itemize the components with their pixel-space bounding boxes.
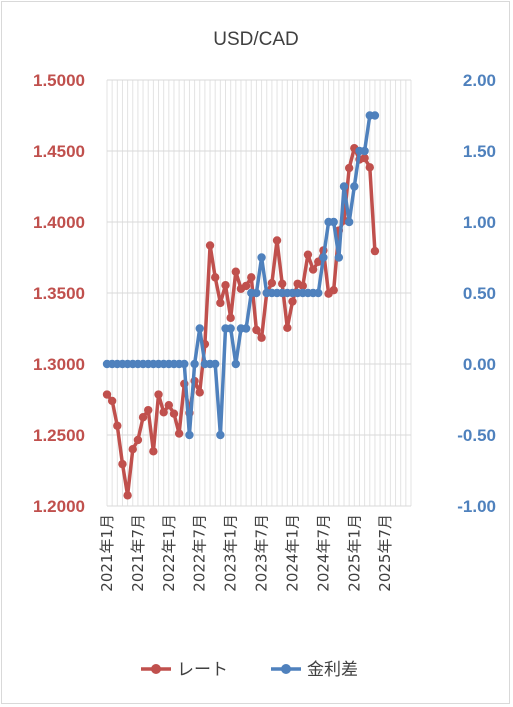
data-point bbox=[252, 288, 261, 298]
left-axis-tick-label: 1.4000 bbox=[33, 213, 85, 232]
right-axis-ticks: -1.00 -0.50 0.00 0.50 1.00 1.50 2.00 bbox=[457, 71, 496, 516]
data-point bbox=[344, 163, 354, 173]
data-point bbox=[339, 182, 349, 191]
data-point bbox=[123, 491, 132, 500]
data-point bbox=[195, 388, 204, 397]
left-axis-tick-label: 1.4500 bbox=[33, 142, 85, 161]
legend-label: 金利差 bbox=[307, 660, 358, 680]
left-axis-tick-label: 1.3500 bbox=[33, 284, 85, 303]
data-point bbox=[267, 278, 277, 288]
data-point bbox=[370, 111, 380, 120]
right-axis-tick-label: 0.50 bbox=[463, 284, 496, 303]
x-axis-tick-label: 2025年7月 bbox=[376, 514, 394, 592]
right-axis-tick-label: 0.00 bbox=[463, 355, 496, 374]
series-layer bbox=[102, 111, 380, 500]
data-point bbox=[329, 285, 338, 295]
x-axis-ticks: 2021年1月 2021年7月 2022年1月 2022年7月 2023年1月 2023年… bbox=[98, 514, 394, 592]
data-point bbox=[252, 325, 261, 335]
data-point bbox=[257, 253, 266, 262]
data-point bbox=[113, 421, 122, 430]
left-axis-tick-label: 1.2500 bbox=[33, 426, 85, 445]
legend-swatch-marker bbox=[151, 664, 161, 674]
x-axis-tick-label: 2023年1月 bbox=[222, 514, 240, 592]
data-point bbox=[216, 430, 225, 440]
data-point bbox=[164, 400, 174, 410]
left-axis-tick-label: 1.5000 bbox=[33, 71, 85, 90]
x-axis-tick-label: 2022年7月 bbox=[191, 514, 209, 592]
right-axis-tick-label: 1.50 bbox=[463, 142, 496, 161]
right-axis-tick-label: -0.50 bbox=[457, 426, 496, 445]
data-point bbox=[303, 250, 313, 259]
data-point bbox=[360, 153, 369, 163]
legend-label: レート bbox=[177, 660, 228, 680]
legend: レート 金利差 bbox=[141, 660, 358, 680]
data-point bbox=[216, 298, 225, 308]
data-point bbox=[298, 281, 307, 291]
data-point bbox=[180, 359, 189, 369]
data-point bbox=[159, 408, 168, 417]
data-point bbox=[370, 246, 380, 256]
data-point bbox=[360, 146, 369, 156]
data-point bbox=[226, 324, 235, 333]
data-point bbox=[334, 253, 344, 262]
data-point bbox=[133, 435, 143, 445]
data-point bbox=[241, 281, 251, 291]
left-axis-ticks: 1.2000 1.2500 1.3000 1.3500 1.4000 1.4500 1.50… bbox=[33, 71, 85, 516]
data-point bbox=[344, 217, 354, 227]
right-axis-tick-label: 2.00 bbox=[463, 71, 496, 90]
right-axis-tick-label: -1.00 bbox=[457, 497, 496, 516]
x-axis-tick-label: 2021年7月 bbox=[129, 514, 147, 592]
data-point bbox=[138, 413, 148, 422]
data-point bbox=[211, 273, 220, 282]
left-axis-tick-label: 1.2000 bbox=[33, 497, 85, 516]
x-axis-tick-label: 2022年1月 bbox=[160, 514, 178, 592]
data-point bbox=[195, 324, 204, 333]
data-point bbox=[319, 253, 328, 262]
x-axis-tick-label: 2025年1月 bbox=[345, 514, 363, 592]
data-point bbox=[211, 359, 220, 369]
x-axis-tick-label: 2021年1月 bbox=[98, 514, 116, 592]
chart-title: USD/CAD bbox=[213, 29, 299, 50]
data-point bbox=[308, 265, 318, 274]
data-point bbox=[174, 429, 184, 438]
data-point bbox=[154, 390, 163, 399]
data-point bbox=[190, 359, 199, 369]
data-point bbox=[257, 333, 266, 342]
data-point bbox=[365, 163, 374, 172]
left-axis-tick-label: 1.3000 bbox=[33, 355, 85, 374]
x-axis-tick-label: 2024年7月 bbox=[314, 514, 332, 592]
x-axis-tick-label: 2023年7月 bbox=[253, 514, 271, 592]
data-point bbox=[144, 405, 153, 415]
data-point bbox=[350, 182, 359, 191]
data-point bbox=[231, 359, 241, 369]
x-axis-tick-label: 2024年1月 bbox=[283, 514, 301, 592]
data-point bbox=[226, 313, 235, 323]
data-point bbox=[221, 280, 230, 290]
data-point bbox=[277, 279, 287, 288]
data-point bbox=[149, 447, 158, 456]
data-point bbox=[231, 267, 241, 276]
data-point bbox=[169, 409, 179, 418]
data-point bbox=[128, 445, 137, 454]
data-point bbox=[283, 323, 292, 332]
data-point bbox=[107, 396, 117, 406]
data-point bbox=[329, 217, 338, 227]
data-point bbox=[314, 288, 323, 298]
data-point bbox=[118, 459, 127, 469]
right-axis-tick-label: 1.00 bbox=[463, 213, 496, 232]
series-2 bbox=[102, 111, 380, 440]
data-point bbox=[288, 297, 297, 306]
data-point bbox=[272, 236, 282, 245]
data-point bbox=[241, 324, 251, 333]
data-point bbox=[102, 390, 112, 399]
data-point bbox=[247, 273, 256, 282]
data-point bbox=[205, 241, 215, 250]
data-point bbox=[185, 430, 194, 440]
legend-swatch-marker bbox=[281, 664, 291, 674]
